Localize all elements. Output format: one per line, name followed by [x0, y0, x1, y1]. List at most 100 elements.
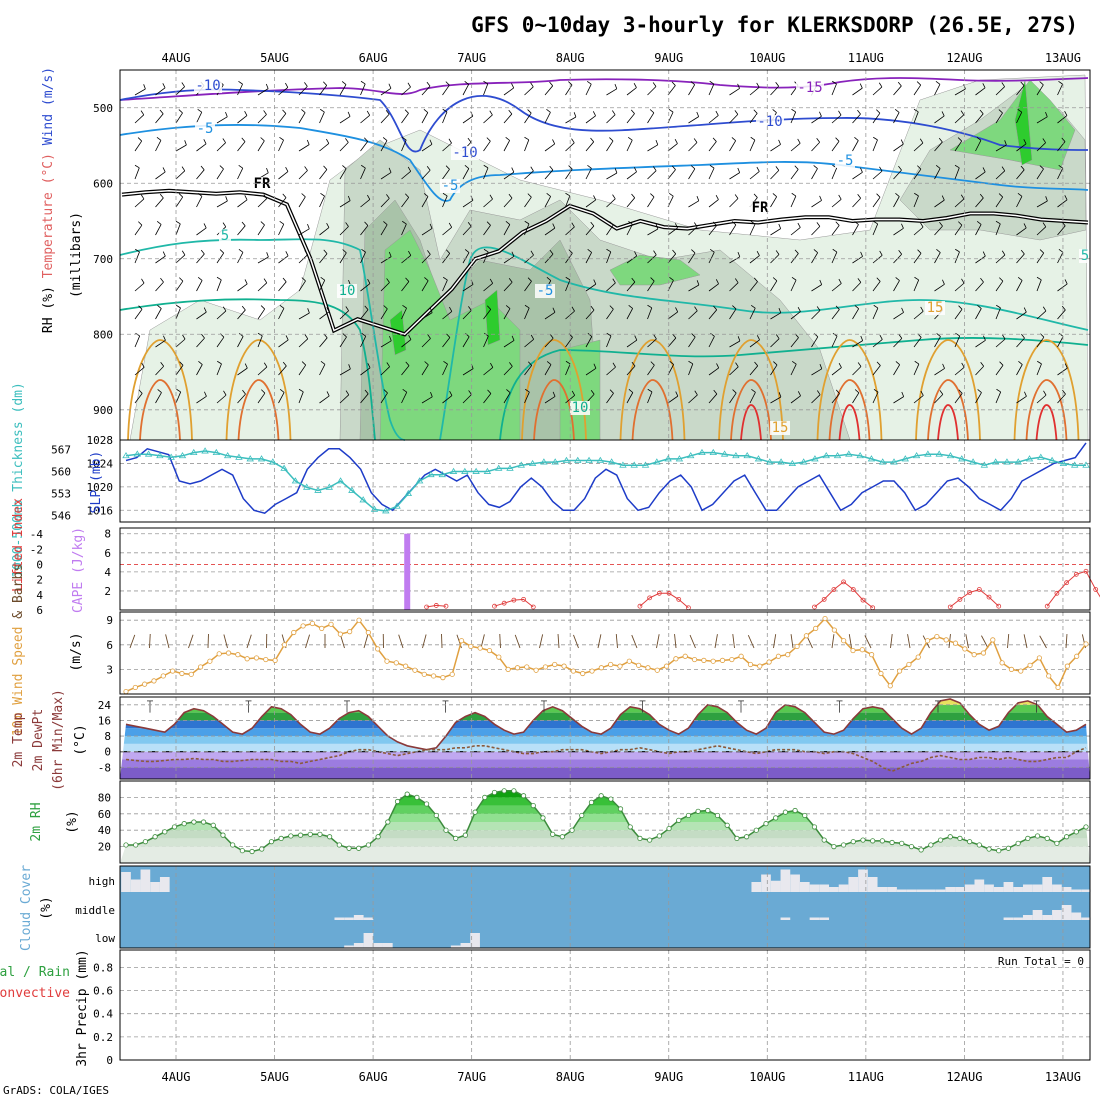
- wind-speed-line-point: [441, 675, 445, 679]
- cloud-bar-middle: [1013, 918, 1023, 921]
- pressure-tick-label: 800: [93, 328, 113, 341]
- rh-2m-line-point: [434, 813, 438, 817]
- rh-2m-line-point: [958, 836, 962, 840]
- surface-wind-barb: [1040, 636, 1047, 648]
- rh-2m-line-point: [1074, 830, 1078, 834]
- lifted-index-point: [686, 606, 690, 610]
- wind-speed-line-point: [170, 669, 174, 673]
- rh-2m-line-point: [541, 816, 545, 820]
- wind-speed-line-point: [953, 641, 957, 645]
- surface-wind-barb: [832, 634, 834, 648]
- cloud-bar-middle: [344, 918, 354, 921]
- cloud-bar-middle: [334, 918, 344, 921]
- wind-speed-line-point: [758, 664, 762, 668]
- wind-speed-line-point: [487, 648, 491, 652]
- cape-bar: [404, 534, 410, 610]
- axis-label: (millibars): [69, 212, 84, 298]
- date-label-top: 10AUG: [749, 51, 785, 65]
- surface-wind-barb: [247, 635, 251, 648]
- cloud-bar-high: [150, 882, 160, 892]
- pressure-tick-label: 500: [93, 102, 113, 115]
- cloud-bar-high: [810, 885, 820, 893]
- cloud-bar-high: [1042, 877, 1052, 892]
- rh-2m-line-point: [919, 848, 923, 852]
- surface-wind-barb: [423, 634, 427, 648]
- date-label-top: 9AUG: [654, 51, 683, 65]
- cloud-bar-high: [897, 890, 907, 893]
- contour-label: -15: [797, 80, 822, 96]
- rh-2m-line-point: [550, 832, 554, 836]
- wind-speed-line-point: [897, 669, 901, 673]
- rh-2m-line-point: [735, 836, 739, 840]
- rh-2m-line-point: [221, 833, 225, 837]
- cloud-bar-low: [364, 933, 374, 948]
- lifted-index-line: [1047, 571, 1100, 606]
- lifted-index-line: [950, 590, 999, 608]
- wind-speed-line-point: [394, 661, 398, 665]
- wind-speed-line-point: [981, 651, 985, 655]
- cloud-bar-high: [868, 877, 878, 892]
- slp-tick-label: 1028: [87, 434, 114, 447]
- wind-speed-line-point: [208, 659, 212, 663]
- wind-speed-line-point: [795, 644, 799, 648]
- contour-label: -5: [442, 178, 459, 194]
- cloud-bar-high: [141, 870, 151, 893]
- pressure-tick-label: 600: [93, 177, 113, 190]
- wind-speed-line-point: [459, 639, 463, 643]
- rh-2m-line-point: [851, 839, 855, 843]
- wind-speed-line-point: [841, 639, 845, 643]
- wind-speed-line-point: [152, 679, 156, 683]
- cloud-bar-high: [781, 870, 791, 893]
- wind-speed-line-point: [189, 672, 193, 676]
- wind-speed-line-point: [590, 669, 594, 673]
- cape-tick-label: 6: [104, 547, 111, 560]
- rh-2m-line-point: [609, 797, 613, 801]
- wind-speed-line-point: [814, 626, 818, 630]
- wind-speed-line-point: [450, 672, 454, 676]
- rh-2m-line-point: [997, 849, 1001, 853]
- wind-speed-line-point: [515, 666, 519, 670]
- pressure-tick-label: 700: [93, 253, 113, 266]
- upper-air-ylabel: RH (%) Temperature (°C) Wind (m/s)(milli…: [41, 67, 84, 333]
- cloud-bar-middle: [1081, 918, 1091, 921]
- wind-speed-line-point: [748, 662, 752, 666]
- rh-2m-line-point: [793, 808, 797, 812]
- rh-2m-line-point: [822, 838, 826, 842]
- wind-speed-line-point: [683, 654, 687, 658]
- rh-2m-line-point: [483, 795, 487, 799]
- lifted-index-point: [997, 604, 1001, 608]
- rh-2m-line-point: [773, 816, 777, 820]
- date-label-top: 5AUG: [260, 51, 289, 65]
- cloud-bar-high: [984, 885, 994, 893]
- axis-label: (°C): [73, 724, 88, 755]
- rh-2m-line-point: [298, 833, 302, 837]
- rh-2m-line-point: [357, 846, 361, 850]
- wind-speed-line-point: [991, 638, 995, 642]
- temp-tick-label: 8: [104, 730, 111, 743]
- wind-speed-line-point: [273, 658, 277, 662]
- surface-wind-barb: [130, 635, 135, 648]
- wind-speed-line-point: [264, 657, 268, 661]
- date-label-bottom: 4AUG: [162, 1070, 191, 1084]
- wind-speed-line-point: [375, 647, 379, 651]
- temperature-bands: [120, 697, 1090, 779]
- cloud-background: [120, 866, 1090, 948]
- rh-2m-line-point: [589, 800, 593, 804]
- surface-wind-barb: [1008, 634, 1009, 648]
- cloud-bar-high: [761, 875, 771, 893]
- rh-bands: [120, 781, 1090, 863]
- wind-speed-line-point: [366, 630, 370, 634]
- surface-wind-barb: [675, 634, 676, 648]
- wind-tick-label: 9: [106, 614, 113, 627]
- cloud-bar-high: [916, 890, 926, 893]
- rh-2m-line-point: [1064, 835, 1068, 839]
- precip-tick-label: 0.4: [93, 1008, 113, 1021]
- wind-speed-line-point: [161, 674, 165, 678]
- rh-2m-line-point: [153, 835, 157, 839]
- rh-band: [120, 830, 1090, 838]
- cloud-bar-low: [461, 943, 471, 948]
- cloud-bar-middle: [1071, 913, 1081, 921]
- temperature-band: [120, 705, 1090, 713]
- rh-2m-line-point: [347, 846, 351, 850]
- wind-speed-line: [126, 619, 1086, 692]
